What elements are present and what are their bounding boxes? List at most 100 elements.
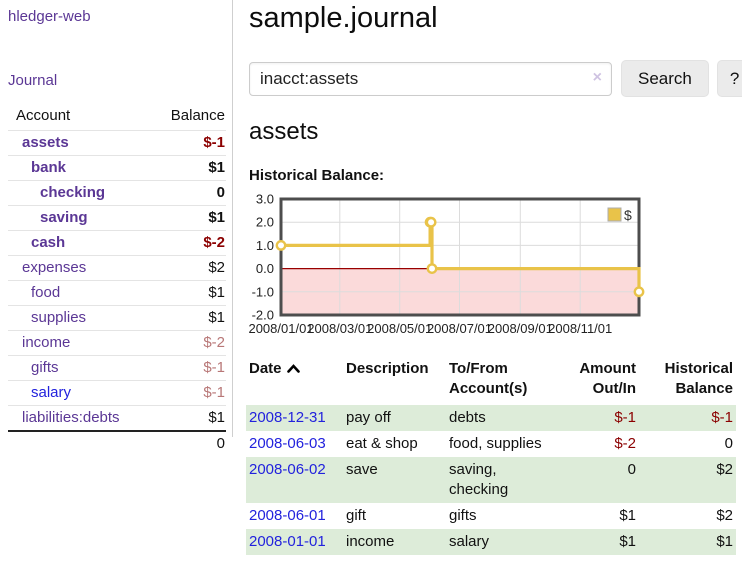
account-link-saving[interactable]: saving bbox=[40, 209, 88, 226]
register-header-date[interactable]: Date bbox=[246, 355, 343, 405]
transaction-row: 2008-06-01 gift gifts $1 $2 bbox=[246, 503, 736, 529]
transaction-amount: 0 bbox=[627, 461, 636, 478]
transaction-description: eat & shop bbox=[346, 435, 418, 452]
account-link-checking[interactable]: checking bbox=[40, 184, 106, 201]
svg-text:-1.0: -1.0 bbox=[252, 284, 274, 299]
register-header-accounts: To/From Account(s) bbox=[449, 360, 528, 397]
main-content: sample.journal × Search ? assets Histori… bbox=[233, 0, 742, 555]
account-link-liabilities-debts[interactable]: liabilities:debts bbox=[22, 409, 120, 426]
account-balance: $-1 bbox=[203, 384, 225, 401]
account-balance: $1 bbox=[208, 284, 225, 301]
transaction-description: gift bbox=[346, 507, 367, 524]
search-button[interactable]: Search bbox=[621, 60, 709, 97]
clear-search-icon[interactable]: × bbox=[592, 68, 602, 86]
account-balance: $-1 bbox=[203, 359, 225, 376]
account-row: liabilities:debts $1 bbox=[8, 405, 226, 432]
search-input[interactable] bbox=[249, 61, 612, 96]
transaction-balance: $2 bbox=[716, 507, 733, 524]
account-link-expenses[interactable]: expenses bbox=[22, 259, 87, 276]
register-header-balance: Historical Balance bbox=[664, 360, 733, 397]
transaction-accounts: saving, checking bbox=[449, 461, 509, 498]
transaction-row: 2008-01-01 income salary $1 $1 bbox=[246, 529, 736, 555]
search-help-button[interactable]: ? bbox=[716, 60, 742, 97]
account-link-supplies[interactable]: supplies bbox=[31, 309, 87, 326]
account-balance: $2 bbox=[208, 259, 225, 276]
transaction-date-link[interactable]: 2008-12-31 bbox=[249, 409, 326, 426]
transaction-description: save bbox=[346, 461, 378, 478]
page-title: sample.journal bbox=[249, 2, 438, 34]
account-row: checking 0 bbox=[8, 180, 226, 206]
accounts-balance-table: Account Balance assets $-1 bank $1 checking 0… bbox=[8, 104, 226, 456]
account-balance: $1 bbox=[208, 309, 225, 326]
account-row: saving $1 bbox=[8, 205, 226, 231]
transaction-balance: $1 bbox=[716, 533, 733, 550]
hledger-web-page: hledger-web Journal Account Balance asse… bbox=[0, 0, 742, 555]
data-point-marker bbox=[633, 286, 645, 298]
transaction-accounts: gifts bbox=[449, 507, 477, 524]
account-balance: $1 bbox=[208, 409, 225, 426]
account-row: salary $-1 bbox=[8, 380, 226, 406]
svg-text:2008/09/01: 2008/09/01 bbox=[488, 321, 553, 336]
transaction-row: 2008-06-02 save saving, checking 0 $2 bbox=[246, 457, 736, 503]
account-link-bank[interactable]: bank bbox=[31, 159, 67, 176]
brand-link[interactable]: hledger-web bbox=[8, 8, 91, 25]
svg-text:2008/07/01: 2008/07/01 bbox=[427, 321, 492, 336]
transaction-accounts: salary bbox=[449, 533, 490, 550]
transaction-date-link[interactable]: 2008-06-01 bbox=[249, 507, 326, 524]
account-row: expenses $2 bbox=[8, 255, 226, 281]
sort-ascending-icon bbox=[286, 360, 300, 377]
legend-swatch bbox=[607, 207, 622, 222]
account-link-food[interactable]: food bbox=[31, 284, 61, 301]
register-table: Date Description To/From Account(s) Amou… bbox=[246, 355, 736, 555]
chart-title: Historical Balance: bbox=[249, 167, 385, 184]
historical-balance-chart: $3.0 2.0 1.0 0.0 -1.0 -2.0 2008/01/01 2008/03/0… bbox=[249, 191, 742, 339]
transaction-date-link[interactable]: 2008-06-03 bbox=[249, 435, 326, 452]
transaction-row: 2008-12-31 pay off debts $-1 $-1 bbox=[246, 405, 736, 431]
account-row: income $-2 bbox=[8, 330, 226, 356]
transaction-amount: $1 bbox=[619, 507, 636, 524]
account-row: bank $1 bbox=[8, 155, 226, 181]
transaction-accounts: debts bbox=[449, 409, 486, 426]
data-point-marker bbox=[275, 240, 287, 251]
account-balance: $-2 bbox=[203, 334, 225, 351]
transaction-row: 2008-06-03 eat & shop food, supplies $-2 0 bbox=[246, 431, 736, 457]
transaction-amount: $-2 bbox=[614, 435, 636, 452]
svg-text:2008/03/01: 2008/03/01 bbox=[307, 321, 372, 336]
account-balance: $1 bbox=[208, 159, 225, 176]
legend-label: $ bbox=[624, 207, 632, 223]
accounts-total-value: 0 bbox=[216, 435, 225, 452]
account-balance: $-1 bbox=[203, 134, 225, 151]
svg-text:1.0: 1.0 bbox=[256, 238, 274, 253]
svg-text:2008/11/01: 2008/11/01 bbox=[548, 321, 612, 336]
svg-text:0.0: 0.0 bbox=[256, 261, 274, 276]
search-form: × Search ? bbox=[249, 60, 742, 97]
account-balance: 0 bbox=[216, 184, 225, 201]
account-row: assets $-1 bbox=[8, 130, 226, 156]
sidebar-item-journal[interactable]: Journal bbox=[8, 72, 58, 89]
balance-column-header: Balance bbox=[170, 107, 225, 124]
transaction-balance: 0 bbox=[724, 435, 733, 452]
svg-text:2008/01/01: 2008/01/01 bbox=[249, 321, 314, 336]
search-box: × bbox=[249, 61, 612, 96]
transaction-balance: $2 bbox=[716, 461, 733, 478]
account-balance: $-2 bbox=[203, 234, 225, 251]
account-link-gifts[interactable]: gifts bbox=[31, 359, 59, 376]
account-balance: $1 bbox=[208, 209, 225, 226]
account-link-salary[interactable]: salary bbox=[31, 384, 72, 401]
transaction-date-link[interactable]: 2008-06-02 bbox=[249, 461, 326, 478]
account-row: cash $-2 bbox=[8, 230, 226, 256]
svg-text:-2.0: -2.0 bbox=[252, 308, 274, 323]
account-link-cash[interactable]: cash bbox=[31, 234, 66, 251]
transaction-amount: $1 bbox=[619, 533, 636, 550]
account-row: gifts $-1 bbox=[8, 355, 226, 381]
transaction-balance: $-1 bbox=[711, 409, 733, 426]
transaction-accounts: food, supplies bbox=[449, 435, 542, 452]
account-column-header: Account bbox=[16, 107, 71, 124]
account-link-assets[interactable]: assets bbox=[22, 134, 69, 151]
transaction-description: income bbox=[346, 533, 395, 550]
sidebar: hledger-web Journal Account Balance asse… bbox=[0, 0, 233, 452]
account-row: supplies $1 bbox=[8, 305, 226, 331]
transaction-description: pay off bbox=[346, 409, 391, 426]
account-link-income[interactable]: income bbox=[22, 334, 71, 351]
transaction-date-link[interactable]: 2008-01-01 bbox=[249, 533, 326, 550]
